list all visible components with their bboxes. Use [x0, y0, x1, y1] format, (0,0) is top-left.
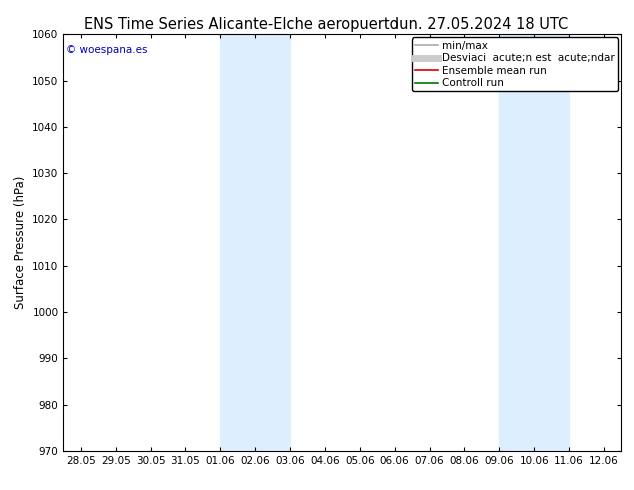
- Text: © woespana.es: © woespana.es: [66, 45, 148, 55]
- Text: lun. 27.05.2024 18 UTC: lun. 27.05.2024 18 UTC: [395, 17, 569, 32]
- Bar: [500, 34, 569, 451]
- Legend: min/max, Desviaci  acute;n est  acute;ndar, Ensemble mean run, Controll run: min/max, Desviaci acute;n est acute;ndar…: [412, 37, 618, 92]
- Y-axis label: Surface Pressure (hPa): Surface Pressure (hPa): [14, 176, 27, 309]
- Bar: [221, 34, 290, 451]
- Text: ENS Time Series Alicante-Elche aeropuerto: ENS Time Series Alicante-Elche aeropuert…: [84, 17, 398, 32]
